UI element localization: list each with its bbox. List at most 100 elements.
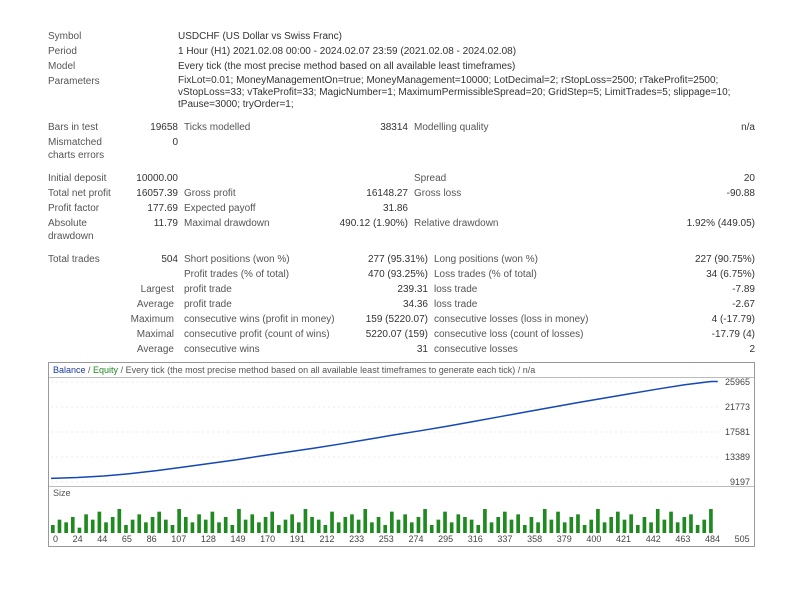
- tt-label: Total trades: [48, 253, 128, 266]
- stats-block-3: Total trades 504 Short positions (won %)…: [48, 253, 755, 356]
- chart-equity-label: Equity: [93, 365, 118, 375]
- average2-label: Average: [48, 343, 178, 356]
- chart-ylabel: 13389: [725, 452, 750, 462]
- grossloss-label: Gross loss: [408, 187, 538, 200]
- size-label: Size: [49, 487, 754, 499]
- chart-xlabel: 505: [735, 534, 750, 544]
- deposit-label: Initial deposit: [48, 172, 128, 185]
- ticks-label: Ticks modelled: [178, 121, 308, 134]
- average-label: Average: [48, 298, 178, 311]
- chart-xaxis: 0244465861071281491701912122332532742953…: [49, 533, 754, 546]
- period-label: Period: [48, 45, 128, 58]
- bars-label: Bars in test: [48, 121, 128, 134]
- alt-label: loss trade: [428, 298, 603, 311]
- acl-label: consecutive losses: [428, 343, 603, 356]
- chart-xlabel: 379: [557, 534, 572, 544]
- stats-block-2: Initial deposit 10000.00 Spread 20 Total…: [48, 172, 755, 243]
- maximal-label: Maximal: [48, 328, 178, 341]
- deposit-value: 10000.00: [128, 172, 178, 185]
- chart-xlabel: 274: [408, 534, 423, 544]
- chart-header-rest: / Every tick (the most precise method ba…: [118, 365, 535, 375]
- report-header: SymbolUSDCHF (US Dollar vs Swiss Franc) …: [48, 30, 755, 111]
- chart-xlabel: 233: [349, 534, 364, 544]
- chart-ylabel: 25965: [725, 377, 750, 387]
- chart-xlabel: 170: [260, 534, 275, 544]
- chart-xlabel: 253: [379, 534, 394, 544]
- chart-xlabel: 24: [73, 534, 83, 544]
- long-label: Long positions (won %): [428, 253, 603, 266]
- chart-xlabel: 421: [616, 534, 631, 544]
- chart-main-area: 25965 21773 17581 13389 9197: [49, 378, 754, 486]
- mcl-value: 4 (-17.79): [603, 313, 755, 326]
- netprofit-label: Total net profit: [48, 187, 128, 200]
- mcw-value: 159 (5220.07): [353, 313, 428, 326]
- pt-label: Profit trades (% of total): [178, 268, 353, 281]
- grossprofit-label: Gross profit: [178, 187, 308, 200]
- llt-value: -7.89: [603, 283, 755, 296]
- chart-ylabel: 21773: [725, 402, 750, 412]
- md-label: Maximal drawdown: [178, 217, 308, 230]
- short-label: Short positions (won %): [178, 253, 353, 266]
- symbol-label: Symbol: [48, 30, 128, 43]
- chart-header: Balance / Equity / Every tick (the most …: [49, 363, 754, 378]
- mcp-value: 5220.07 (159): [353, 328, 428, 341]
- pf-value: 177.69: [128, 202, 178, 215]
- lt-label: Loss trades (% of total): [428, 268, 603, 281]
- alt-value: -2.67: [603, 298, 755, 311]
- mcls-label: consecutive loss (count of losses): [428, 328, 603, 341]
- mcp-label: consecutive profit (count of wins): [178, 328, 353, 341]
- pt-value: 470 (93.25%): [353, 268, 428, 281]
- spread-label: Spread: [408, 172, 538, 185]
- parameters-label: Parameters: [48, 75, 128, 88]
- mq-value: n/a: [538, 121, 755, 134]
- maximum-label: Maximum: [48, 313, 178, 326]
- short-value: 277 (95.31%): [353, 253, 428, 266]
- chart-xlabel: 337: [497, 534, 512, 544]
- ad-label: Absolute drawdown: [48, 217, 128, 243]
- chart-xlabel: 0: [53, 534, 58, 544]
- chart-ylabel: 17581: [725, 427, 750, 437]
- lpt-label: profit trade: [178, 283, 353, 296]
- apt-label: profit trade: [178, 298, 353, 311]
- chart-xlabel: 295: [438, 534, 453, 544]
- grossprofit-value: 16148.27: [308, 187, 408, 200]
- mismatch-value: 0: [128, 136, 178, 149]
- stats-block-1: Bars in test 19658 Ticks modelled 38314 …: [48, 121, 755, 162]
- chart-xlabel: 316: [468, 534, 483, 544]
- equity-line: [49, 378, 754, 486]
- parameters-value: FixLot=0.01; MoneyManagementOn=true; Mon…: [178, 75, 755, 111]
- chart-xlabel: 191: [290, 534, 305, 544]
- chart-xlabel: 358: [527, 534, 542, 544]
- mq-label: Modelling quality: [408, 121, 538, 134]
- acw-label: consecutive wins: [178, 343, 353, 356]
- mcls-value: -17.79 (4): [603, 328, 755, 341]
- chart-xlabel: 400: [586, 534, 601, 544]
- long-value: 227 (90.75%): [603, 253, 755, 266]
- apt-value: 34.36: [353, 298, 428, 311]
- chart-xlabel: 65: [122, 534, 132, 544]
- acw-value: 31: [353, 343, 428, 356]
- chart-xlabel: 212: [319, 534, 334, 544]
- lt-value: 34 (6.75%): [603, 268, 755, 281]
- chart-xlabel: 484: [705, 534, 720, 544]
- spread-value: 20: [538, 172, 755, 185]
- chart-xlabel: 44: [97, 534, 107, 544]
- grossloss-value: -90.88: [538, 187, 755, 200]
- rd-value: 1.92% (449.05): [538, 217, 755, 230]
- tt-value: 504: [128, 253, 178, 266]
- netprofit-value: 16057.39: [128, 187, 178, 200]
- ep-value: 31.86: [308, 202, 408, 215]
- chart-xlabel: 128: [201, 534, 216, 544]
- period-value: 1 Hour (H1) 2021.02.08 00:00 - 2024.02.0…: [178, 45, 755, 58]
- chart-xlabel: 107: [171, 534, 186, 544]
- mcw-label: consecutive wins (profit in money): [178, 313, 353, 326]
- model-label: Model: [48, 60, 128, 73]
- acl-value: 2: [603, 343, 755, 356]
- chart-ylabel: 9197: [730, 477, 750, 487]
- chart-xlabel: 149: [231, 534, 246, 544]
- equity-chart: Balance / Equity / Every tick (the most …: [48, 362, 755, 547]
- largest-label: Largest: [48, 283, 178, 296]
- model-value: Every tick (the most precise method base…: [178, 60, 755, 73]
- chart-balance-label: Balance: [53, 365, 86, 375]
- ep-label: Expected payoff: [178, 202, 308, 215]
